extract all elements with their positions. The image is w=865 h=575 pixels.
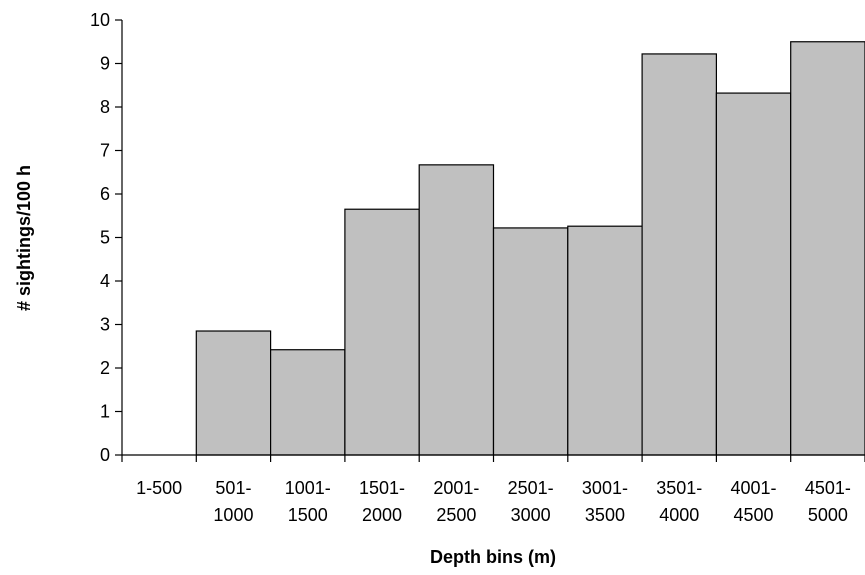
x-tick-label-1: 501- 1000	[213, 478, 253, 525]
bar-3	[344, 208, 420, 456]
x-tick-label-line: 4501-	[805, 478, 851, 498]
x-tick-label-line: 5000	[808, 505, 848, 525]
y-tick-label-6: 6	[100, 184, 110, 204]
x-tick-label-5: 2501- 3000	[508, 478, 554, 525]
x-tick-label-line: 1-500	[136, 478, 182, 498]
bar-8	[715, 92, 792, 456]
y-tick-label-3: 3	[100, 315, 110, 335]
x-tick-label-6: 3001- 3500	[582, 478, 628, 525]
x-tick-label-line: 1000	[213, 505, 253, 525]
y-tick-label-1: 1	[100, 402, 110, 422]
bar-7	[641, 53, 717, 456]
x-tick-label-line: 3501-	[656, 478, 702, 498]
x-tick-label-line: 2000	[362, 505, 402, 525]
y-tick-label-5: 5	[100, 228, 110, 248]
bar-9	[790, 41, 865, 456]
x-tick-label-line: 3001-	[582, 478, 628, 498]
x-tick-label-line: 4000	[659, 505, 699, 525]
y-tick-label-9: 9	[100, 54, 110, 74]
x-tick-label-3: 1501- 2000	[359, 478, 405, 525]
x-tick-label-line: 4001-	[731, 478, 777, 498]
x-tick-label-line: 3000	[511, 505, 551, 525]
x-tick-label-line: 2500	[436, 505, 476, 525]
y-tick-label-7: 7	[100, 141, 110, 161]
bar-5	[492, 227, 569, 456]
y-tick-label-8: 8	[100, 97, 110, 117]
x-tick-label-line: 4500	[734, 505, 774, 525]
bar-6	[567, 225, 643, 456]
y-tick-label-4: 4	[100, 271, 110, 291]
bar-2	[270, 349, 346, 456]
x-tick-label-line: 1001-	[285, 478, 331, 498]
x-tick-label-4: 2001- 2500	[433, 478, 479, 525]
bar-4	[418, 164, 495, 456]
y-axis-title: # sightings/100 h	[14, 165, 34, 311]
y-tick-label-10: 10	[90, 10, 110, 30]
x-tick-label-9: 4501- 5000	[805, 478, 851, 525]
y-ticks-group: 0 1 2 3 4 5 6 7 8 9 10	[90, 10, 122, 465]
x-tick-label-0: 1-500	[136, 478, 182, 498]
y-tick-label-0: 0	[100, 445, 110, 465]
x-ticks-group: 1-500 501- 1000 1001- 1500 1501- 2000 2001- 2500…	[121, 455, 865, 525]
x-tick-label-line: 2001-	[433, 478, 479, 498]
x-tick-label-line: 3500	[585, 505, 625, 525]
bars-group	[195, 41, 865, 456]
x-tick-label-2: 1001- 1500	[285, 478, 331, 525]
x-axis-title: Depth bins (m)	[430, 547, 556, 567]
x-tick-label-line: 2501-	[508, 478, 554, 498]
x-tick-label-8: 4001- 4500	[731, 478, 777, 525]
x-tick-label-line: 501-	[215, 478, 251, 498]
x-tick-label-7: 3501- 4000	[656, 478, 702, 525]
bar-1	[195, 330, 272, 456]
y-tick-label-2: 2	[100, 358, 110, 378]
x-tick-label-line: 1501-	[359, 478, 405, 498]
x-tick-label-line: 1500	[288, 505, 328, 525]
